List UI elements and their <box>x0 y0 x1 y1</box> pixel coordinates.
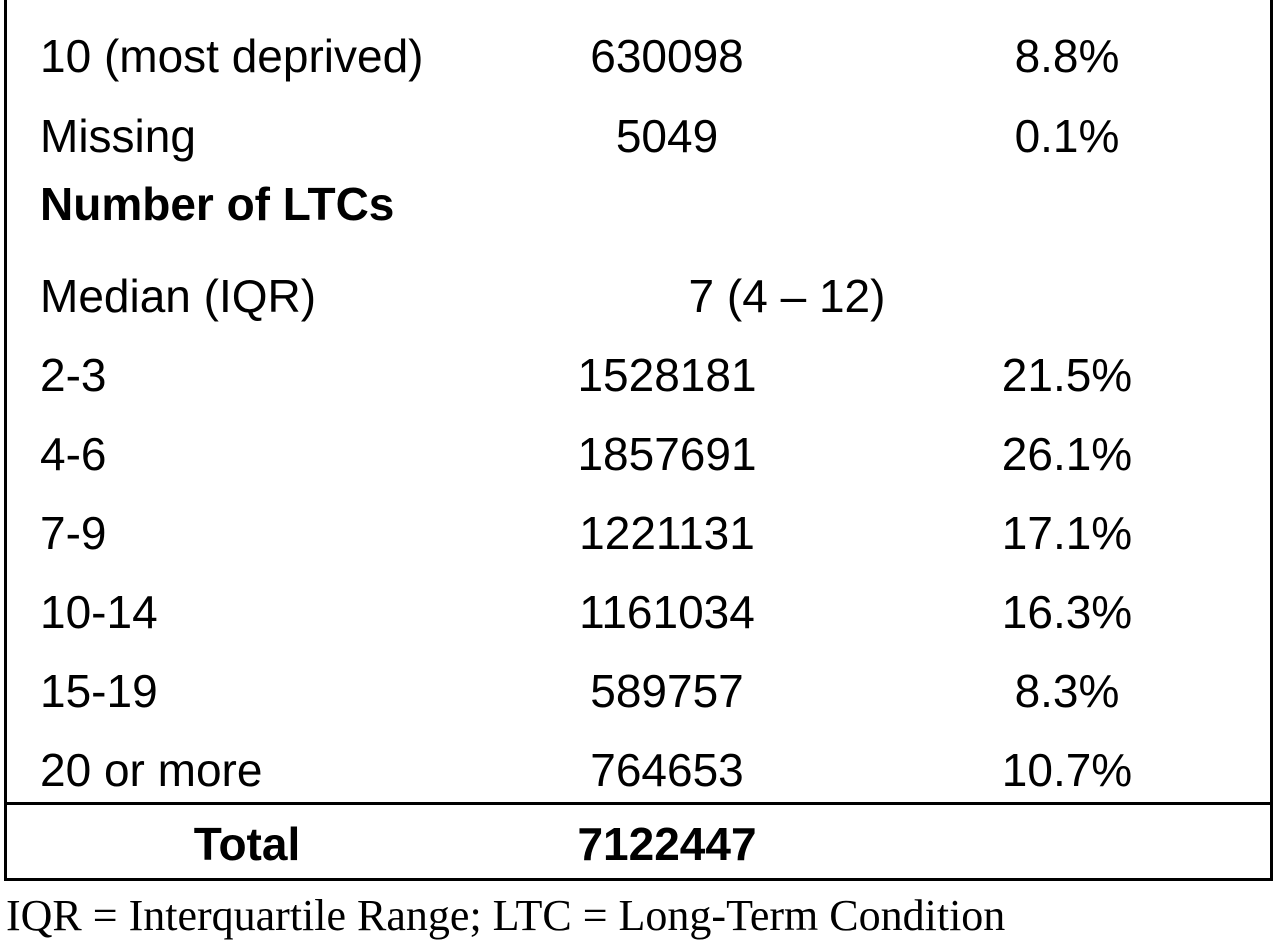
row-label: 10-14 <box>40 585 158 638</box>
table-row: 20 or more 764653 10.7% <box>7 730 1270 809</box>
total-label: Total <box>193 817 301 870</box>
row-percent: 8.3% <box>1014 664 1120 717</box>
row-label: 20 or more <box>40 743 263 796</box>
row-count: 764653 <box>590 743 744 796</box>
table-row: 10 (most deprived) 630098 8.8% <box>7 16 1270 95</box>
row-label: 15-19 <box>40 664 158 717</box>
row-count: 1528181 <box>577 348 757 401</box>
row-label: 2-3 <box>40 348 107 401</box>
row-percent: 10.7% <box>1001 743 1133 796</box>
table-row: 7-9 1221131 17.1% <box>7 493 1270 572</box>
row-count: 1221131 <box>579 506 755 559</box>
characteristics-table: 10 (most deprived) 630098 8.8% Missing 5… <box>4 0 1273 881</box>
total-divider <box>7 802 1270 805</box>
row-percent: 21.5% <box>1001 348 1133 401</box>
section-heading: Number of LTCs <box>40 177 395 230</box>
row-count: 1161034 <box>579 585 755 638</box>
row-count: 5049 <box>615 109 719 162</box>
row-count: 589757 <box>590 664 744 717</box>
row-label: 4-6 <box>40 427 107 480</box>
row-percent: 17.1% <box>1001 506 1133 559</box>
median-value: 7 (4 – 12) <box>688 269 886 322</box>
row-percent: 0.1% <box>1014 109 1120 162</box>
median-row: Median (IQR) 7 (4 – 12) <box>7 256 1270 335</box>
row-count: 630098 <box>590 29 744 82</box>
table-row: 2-3 1528181 21.5% <box>7 335 1270 414</box>
row-label: Missing <box>40 109 196 162</box>
row-percent: 16.3% <box>1001 585 1133 638</box>
row-count: 1857691 <box>577 427 757 480</box>
table-row: 4-6 1857691 26.1% <box>7 414 1270 493</box>
table-footnote: IQR = Interquartile Range; LTC = Long-Te… <box>6 891 1006 940</box>
table-row: 10-14 1161034 16.3% <box>7 572 1270 651</box>
row-percent: 8.8% <box>1014 29 1120 82</box>
row-percent: 26.1% <box>1001 427 1133 480</box>
median-label: Median (IQR) <box>40 269 317 322</box>
total-count: 7122447 <box>577 817 757 870</box>
row-label: 7-9 <box>40 506 107 559</box>
table-row: Missing 5049 0.1% <box>7 96 1270 175</box>
total-row: Total 7122447 <box>7 804 1270 883</box>
table-row: 15-19 589757 8.3% <box>7 651 1270 730</box>
row-label: 10 (most deprived) <box>40 29 424 82</box>
section-heading-row: Number of LTCs <box>7 164 1270 243</box>
